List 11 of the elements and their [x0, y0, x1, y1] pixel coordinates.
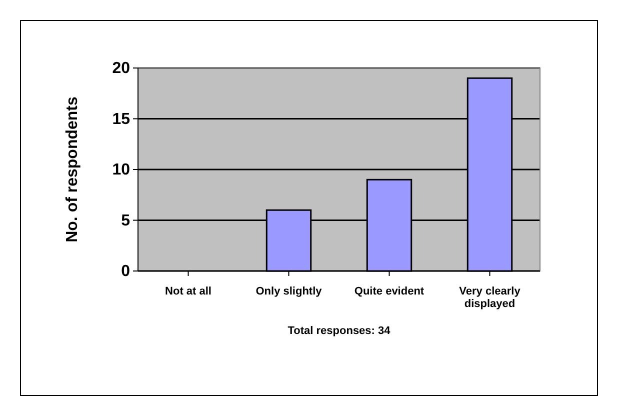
x-tick-label: Very clearly displayed [459, 285, 522, 310]
y-tick-label: 10 [112, 162, 130, 179]
y-tick-label: 0 [121, 263, 130, 280]
y-tick-label: 15 [112, 110, 130, 128]
x-tick-label: Not at all [165, 285, 212, 298]
y-axis-title: No. of respondents [64, 96, 81, 242]
x-axis-title: Total responses: 34 [288, 325, 392, 337]
y-tick-label: 5 [121, 212, 130, 230]
x-tick-label: Only slightly [256, 285, 323, 298]
x-tick-label: Quite evident [354, 285, 424, 298]
y-tick-label: 20 [112, 60, 130, 78]
